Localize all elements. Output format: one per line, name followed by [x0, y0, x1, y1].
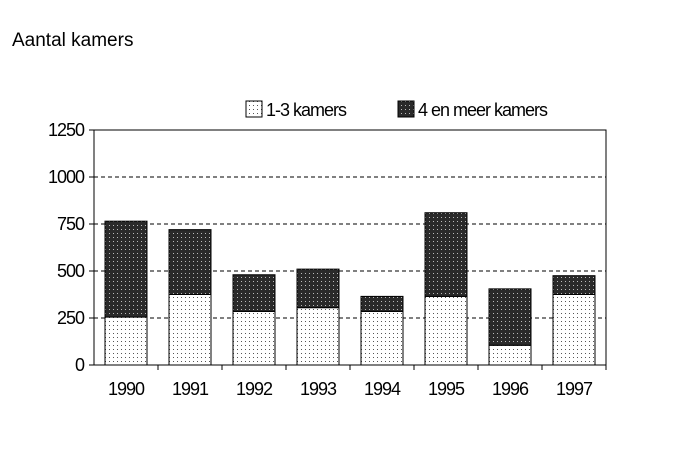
chart-title: Aantal kamers: [12, 30, 134, 51]
legend-item-1-3-kamers: 1-3 kamers: [245, 100, 348, 120]
legend: 1-3 kamers 4 en meer kamers: [245, 100, 549, 120]
bar-segment-4-en-meer-kamers-1992: [232, 274, 276, 312]
y-tick-label: 0: [75, 355, 85, 375]
bar-segment-4-en-meer-kamers-1995: [424, 212, 468, 297]
legend-item-4-en-meer-kamers: 4 en meer kamers: [397, 100, 549, 120]
x-tick-label: 1993: [300, 379, 337, 399]
legend-swatch: [397, 100, 415, 118]
bars: [104, 212, 596, 366]
x-tick-label: 1996: [492, 379, 529, 399]
x-tick-label: 1997: [556, 379, 593, 399]
bar-segment-4-en-meer-kamers-1994: [360, 295, 404, 312]
bar-segment-1-3-kamers-1992: [232, 310, 276, 366]
y-tick-label: 250: [57, 308, 85, 328]
bar-segment-1-3-kamers-1994: [360, 310, 404, 366]
bar-segment-4-en-meer-kamers-1996: [488, 288, 532, 346]
bar-segment-1-3-kamers-1996: [488, 344, 532, 366]
y-tick-label: 750: [57, 214, 85, 234]
bar-segment-1-3-kamers-1993: [296, 307, 340, 366]
bar-segment-1-3-kamers-1997: [552, 294, 596, 366]
axes: 0 250 500 750 1000 1250 1990 1991 1992 1993 1994 19…: [48, 120, 607, 399]
x-tick-label: 1990: [108, 379, 145, 399]
bar-segment-4-en-meer-kamers-1997: [552, 275, 596, 296]
x-tick-label: 1995: [428, 379, 465, 399]
bar-segment-1-3-kamers-1995: [424, 295, 468, 366]
bar-segment-4-en-meer-kamers-1991: [168, 229, 212, 295]
y-tick-label: 1250: [48, 120, 85, 140]
x-tick-label: 1992: [236, 379, 273, 399]
y-tick-label: 500: [57, 261, 85, 281]
x-tick-label: 1991: [172, 379, 209, 399]
legend-label: 1-3 kamers: [266, 100, 347, 120]
bar-segment-1-3-kamers-1991: [168, 294, 212, 366]
bar-segment-4-en-meer-kamers-1993: [296, 268, 340, 309]
bar-segment-4-en-meer-kamers-1990: [104, 220, 148, 318]
bar-segment-1-3-kamers-1990: [104, 316, 148, 366]
y-tick-label: 1000: [48, 167, 85, 187]
x-tick-label: 1994: [364, 379, 401, 399]
legend-label: 4 en meer kamers: [418, 100, 548, 120]
legend-swatch: [245, 100, 263, 118]
